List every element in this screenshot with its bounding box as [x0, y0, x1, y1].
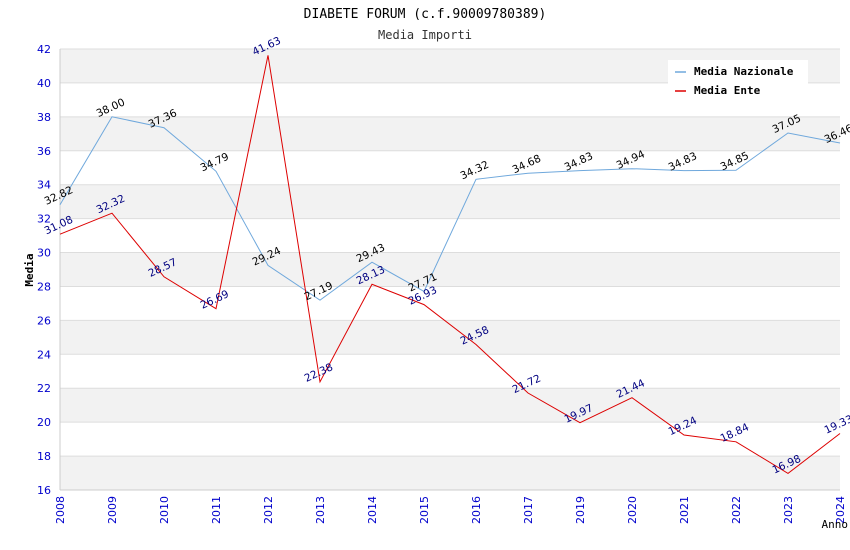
y-axis-label: Media: [23, 253, 36, 286]
x-tick-label: 2009: [106, 496, 119, 524]
background-band: [60, 320, 840, 355]
y-tick-label: 36: [37, 145, 51, 158]
data-label-ente: 22.38: [303, 361, 335, 385]
y-tick-label: 28: [37, 280, 51, 293]
x-tick-label: 2019: [574, 496, 587, 524]
chart-title: DIABETE FORUM (c.f.90009780389): [304, 7, 547, 22]
y-tick-label: 32: [37, 213, 51, 226]
x-tick-label: 2010: [158, 496, 171, 524]
legend-box: [668, 60, 808, 102]
x-tick-label: 2011: [210, 496, 223, 524]
y-tick-label: 34: [37, 179, 51, 192]
background-bands: [60, 49, 840, 490]
y-tick-label: 22: [37, 382, 51, 395]
x-tick-labels: 2008 2009 2010 2011 2012 2013 2014 2015 2016 2017…: [54, 496, 847, 524]
x-axis-label: Anno: [822, 518, 849, 531]
y-tick-label: 24: [37, 348, 51, 361]
x-tick-label: 2017: [522, 496, 535, 524]
x-tick-label: 2014: [366, 496, 379, 524]
x-tick-label: 2020: [626, 496, 639, 524]
y-tick-label: 26: [37, 314, 51, 327]
background-band: [60, 388, 840, 423]
y-tick-label: 20: [37, 416, 51, 429]
data-label-nazionale: 34.32: [459, 159, 491, 183]
legend-label-media-ente: Media Ente: [694, 84, 761, 97]
y-tick-label: 16: [37, 484, 51, 497]
x-tick-label: 2022: [730, 496, 743, 524]
x-tick-label: 2021: [678, 496, 691, 524]
x-tick-label: 2016: [470, 496, 483, 524]
background-band: [60, 456, 840, 490]
x-tick-label: 2008: [54, 496, 67, 524]
y-tick-label: 40: [37, 77, 51, 90]
chart-subtitle: Media Importi: [378, 28, 472, 42]
y-tick-labels: 16 18 20 22 24 26 28 30 32 34 36 38 40 42: [37, 43, 51, 497]
x-tick-label: 2015: [418, 496, 431, 524]
series-lines: [59, 55, 841, 475]
y-tick-label: 38: [37, 111, 51, 124]
y-tick-label: 42: [37, 43, 51, 56]
x-tick-label: 2013: [314, 496, 327, 524]
x-tick-label: 2012: [262, 496, 275, 524]
legend-label-media-nazionale: Media Nazionale: [694, 65, 794, 78]
legend: Media Nazionale Media Ente: [668, 60, 808, 102]
series-line-media-ente: [59, 55, 841, 475]
y-tick-label: 30: [37, 247, 51, 260]
series-line-media-nazionale: [59, 116, 841, 301]
y-tick-label: 18: [37, 450, 51, 463]
x-tick-label: 2023: [782, 496, 795, 524]
x-tick-label: 2024: [834, 496, 847, 524]
background-band: [60, 116, 840, 151]
background-band: [60, 252, 840, 287]
background-band: [60, 184, 840, 219]
